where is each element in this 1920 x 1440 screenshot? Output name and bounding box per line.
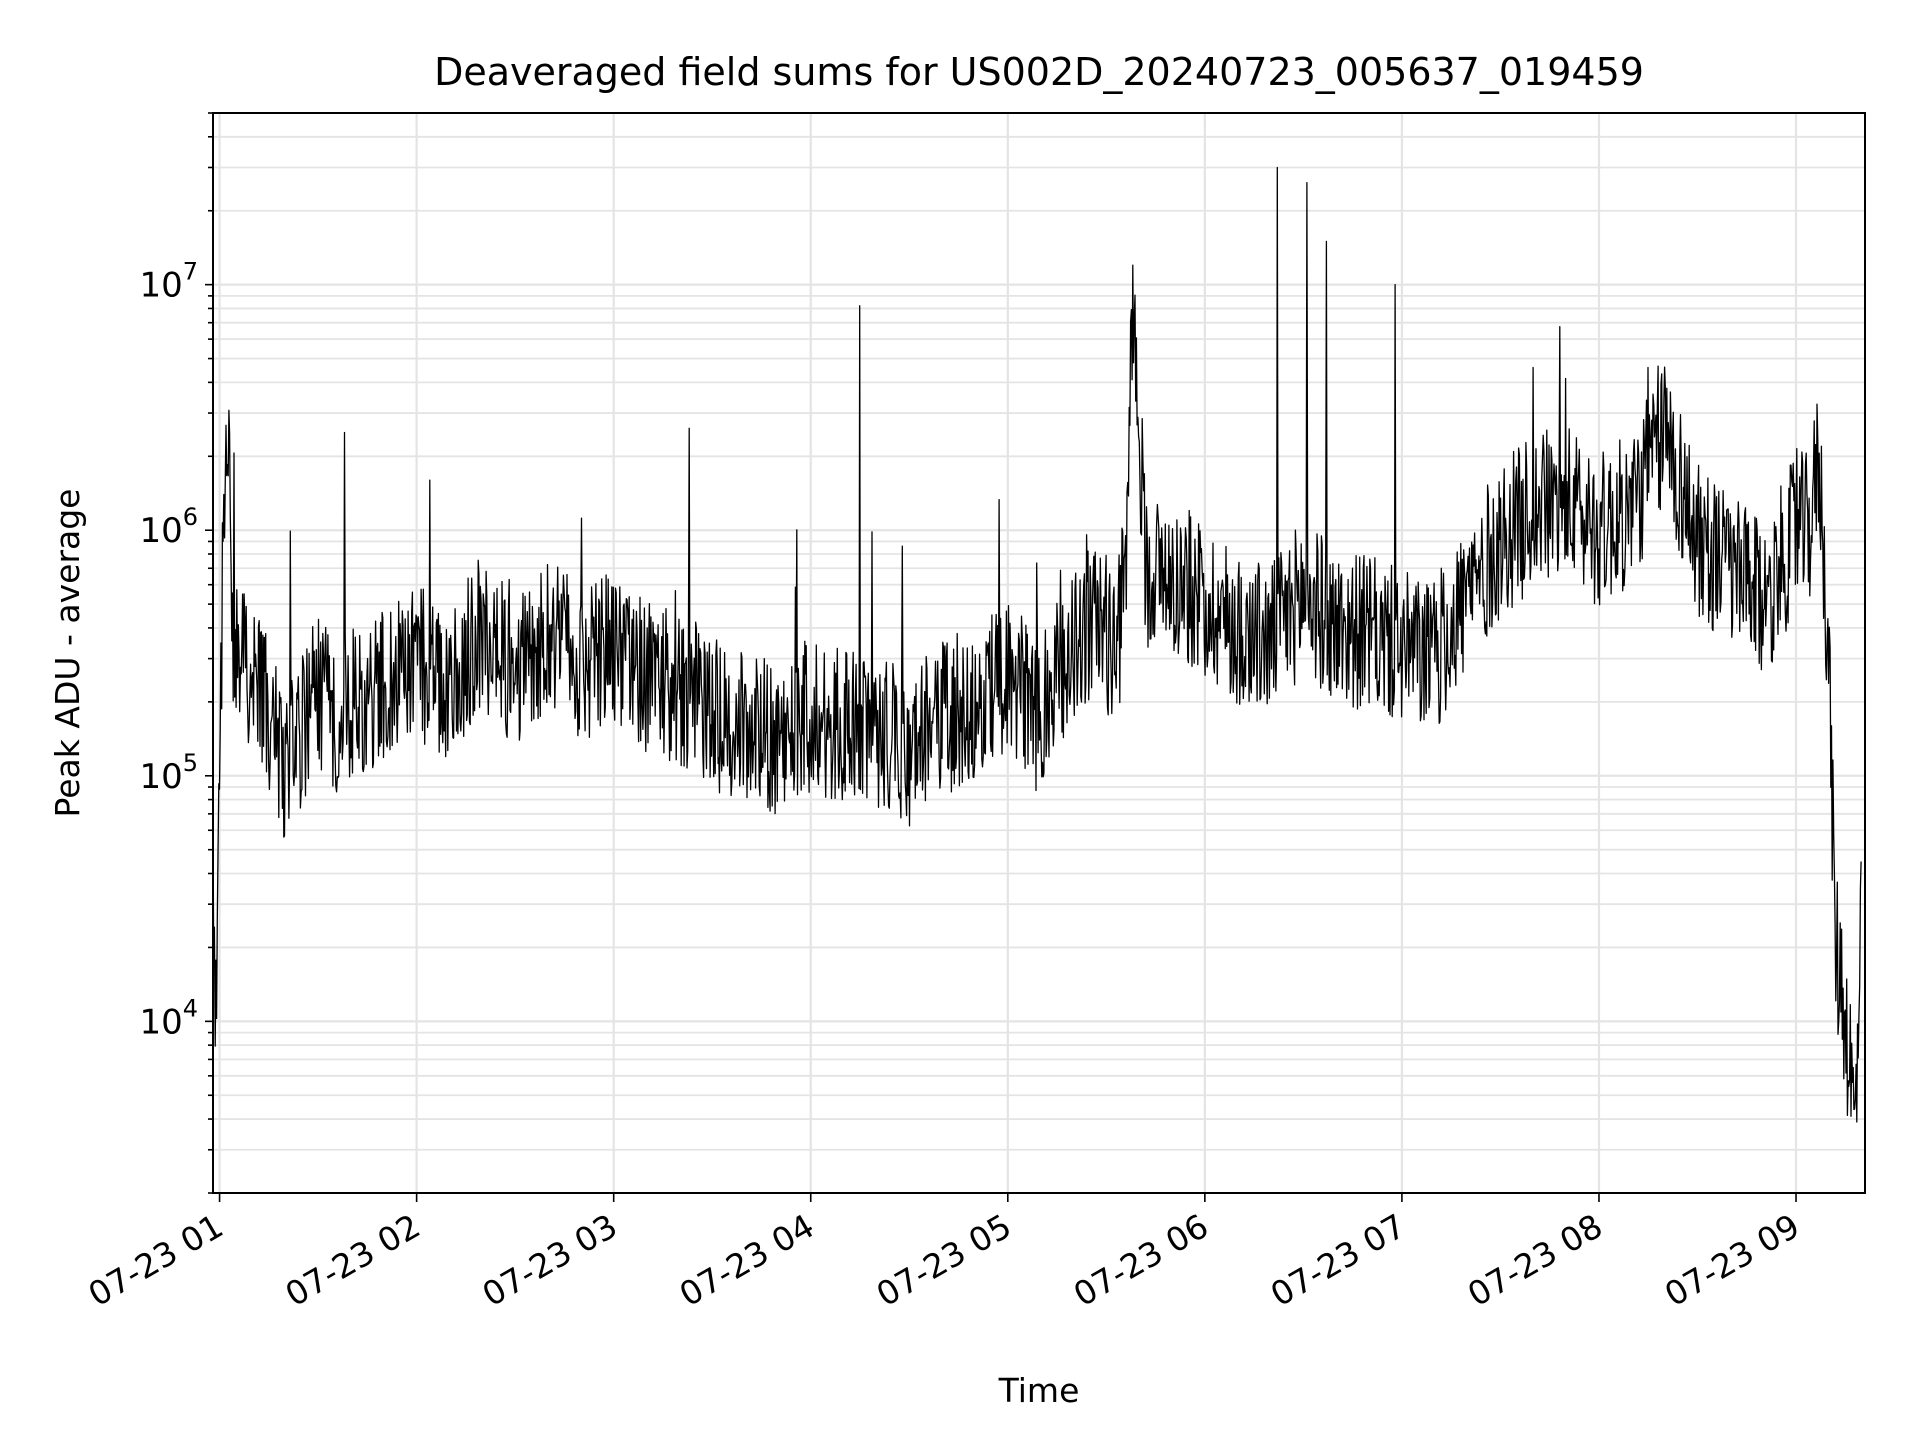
y-tick-label-base: 10 — [139, 757, 182, 797]
y-tick-label-base: 10 — [139, 1002, 182, 1042]
y-axis-label: Peak ADU - average — [48, 489, 87, 818]
y-tick-label: 105 — [139, 749, 198, 797]
y-tick-label-base: 10 — [139, 511, 182, 551]
y-tick-label: 107 — [139, 258, 198, 306]
x-axis-label: Time — [998, 1371, 1080, 1410]
y-tick-label-exponent: 6 — [183, 503, 198, 531]
y-tick-label-exponent: 5 — [183, 749, 198, 777]
y-tick-label-exponent: 7 — [183, 258, 198, 286]
y-tick-label-base: 10 — [139, 266, 182, 306]
y-tick-label: 104 — [139, 994, 198, 1042]
grid — [213, 112, 1865, 1194]
series-line — [212, 166, 1862, 1123]
plot-frame — [212, 112, 1866, 1194]
y-tick-label: 106 — [139, 503, 198, 551]
y-tick-label-exponent: 4 — [183, 994, 198, 1022]
chart-title: Deaveraged field sums for US002D_2024072… — [434, 50, 1644, 94]
plot-series — [212, 166, 1862, 1123]
